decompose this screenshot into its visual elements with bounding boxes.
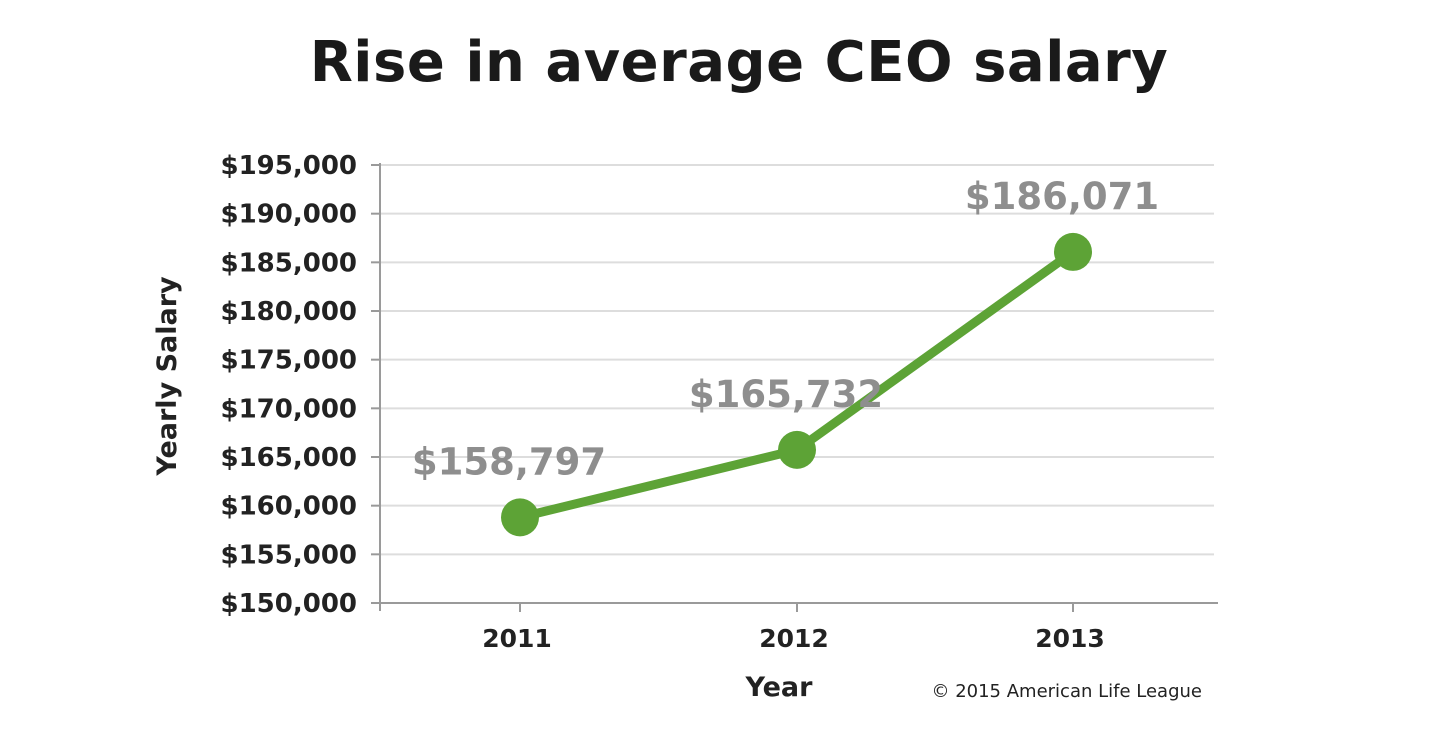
data-point-2011 xyxy=(501,498,539,537)
x-tick-label: 2013 xyxy=(1035,624,1105,653)
series-salary xyxy=(501,232,1092,537)
data-labels: $158,797 $165,732 $186,071 xyxy=(412,175,1159,483)
x-axis-title: Year xyxy=(745,672,814,703)
y-tick-label: $190,000 xyxy=(220,200,357,230)
data-label-2012: $165,732 xyxy=(689,373,883,416)
axes xyxy=(371,163,1218,611)
copyright-note: © 2015 American Life League xyxy=(931,681,1202,702)
data-label-2013: $186,071 xyxy=(965,175,1159,218)
y-tick-label: $175,000 xyxy=(220,346,357,376)
y-tick-label: $185,000 xyxy=(220,248,357,278)
data-point-2012 xyxy=(778,430,816,469)
y-tick-label: $195,000 xyxy=(220,151,357,181)
y-tick-labels: $150,000 $155,000 $160,000 $165,000 $170,000… xyxy=(220,151,380,619)
data-label-2011: $158,797 xyxy=(412,440,606,483)
y-tick-label: $160,000 xyxy=(220,492,357,522)
y-tick-label: $170,000 xyxy=(220,394,357,424)
x-tick-labels: 2011 2012 2013 xyxy=(482,603,1105,653)
y-tick-label: $150,000 xyxy=(220,589,357,619)
data-point-2013 xyxy=(1054,232,1092,271)
y-axis-title: Yearly Salary xyxy=(152,276,183,477)
chart-title: Rise in average CEO salary xyxy=(309,30,1169,95)
x-tick-label: 2011 xyxy=(482,624,552,653)
y-tick-label: $165,000 xyxy=(220,443,357,473)
y-tick-label: $155,000 xyxy=(220,540,357,570)
y-tick-label: $180,000 xyxy=(220,297,357,327)
x-tick-label: 2012 xyxy=(759,624,829,653)
grid-lines xyxy=(380,164,1214,556)
